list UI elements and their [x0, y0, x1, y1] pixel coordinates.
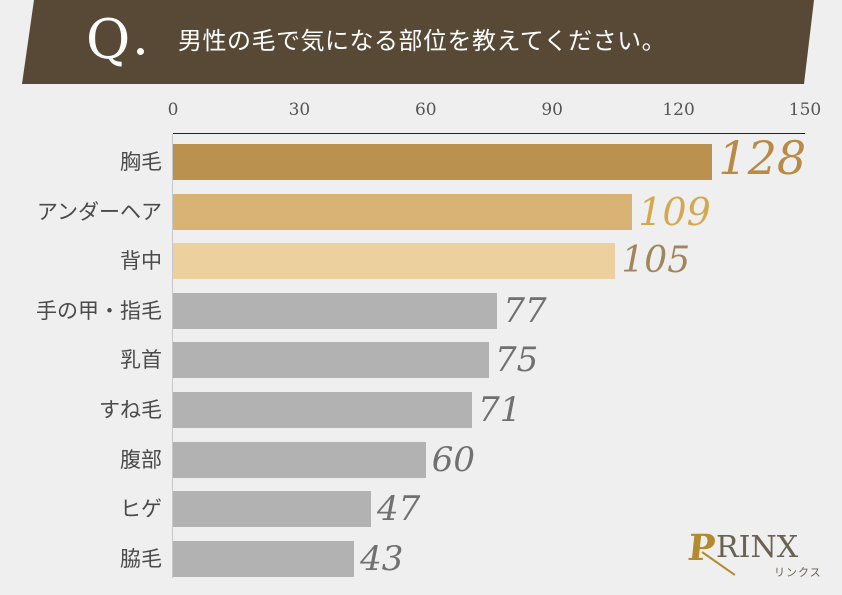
bar [173, 243, 616, 280]
category-label: アンダーヘア [36, 199, 162, 224]
category-label: すね毛 [99, 398, 162, 422]
x-tick-label: 150 [788, 100, 822, 120]
value-label: 47 [377, 489, 421, 530]
category-label: 背中 [120, 249, 162, 274]
bar [173, 491, 372, 528]
bar [173, 392, 473, 428]
logo-initial: P [685, 527, 718, 569]
bar [173, 144, 713, 180]
category-label: 乳首 [120, 348, 162, 373]
category-label: ヒゲ [120, 497, 162, 522]
x-tick-label: 90 [541, 100, 564, 120]
value-label: 109 [638, 189, 711, 234]
value-label: 105 [621, 240, 691, 282]
brand-logo: P RINX リンクス [685, 527, 828, 579]
value-label: 43 [360, 538, 404, 579]
question-banner [22, 0, 814, 84]
q-mark: Q [86, 8, 131, 71]
bar [173, 292, 498, 329]
category-label: 脇毛 [120, 546, 162, 571]
value-label: 75 [495, 340, 539, 381]
category-label: 手の甲・指毛 [36, 298, 162, 323]
x-tick-label: 30 [288, 100, 311, 120]
bar [173, 540, 355, 577]
y-axis-line [172, 134, 173, 578]
category-label: 胸毛 [120, 150, 162, 174]
page-title: 男性の毛で気になる部位を教えてください。 [178, 27, 667, 55]
category-label: 腹部 [120, 447, 162, 472]
bar [173, 342, 489, 379]
value-label: 60 [431, 439, 476, 480]
bar [173, 193, 633, 230]
q-dot [137, 48, 144, 55]
logo-kana: リンクス [774, 566, 822, 579]
value-label: 128 [718, 131, 807, 185]
x-tick-label: 60 [414, 100, 437, 120]
x-tick-label: 120 [662, 100, 695, 120]
logo-brand: RINX [716, 530, 799, 565]
x-tick-label: 0 [167, 100, 179, 120]
bar [173, 441, 426, 478]
x-axis-line [173, 133, 805, 134]
value-label: 77 [503, 290, 547, 331]
value-label: 71 [478, 390, 522, 430]
